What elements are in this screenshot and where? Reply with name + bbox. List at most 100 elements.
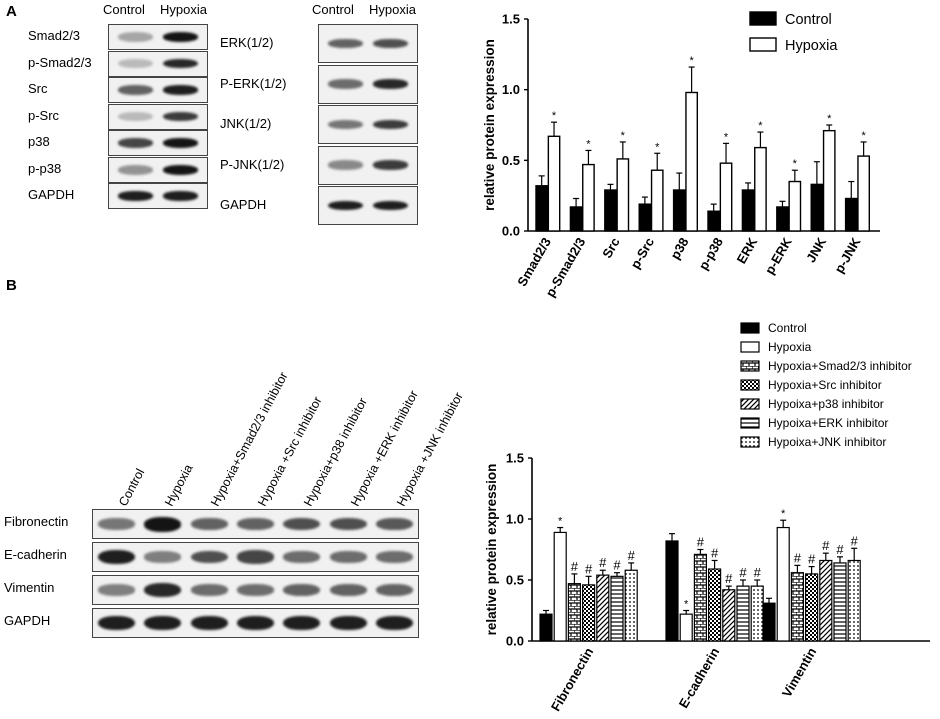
bar-vimentin-3 xyxy=(805,573,819,642)
blot-band xyxy=(327,160,364,170)
bar-hypoxia-erk xyxy=(754,146,767,232)
blot-band xyxy=(117,85,154,95)
blot-row-label: Smad2/3 xyxy=(28,28,81,44)
significance-mark: # xyxy=(628,548,636,563)
blot-lane-header: Hypoxia+Smad2/3 inhibitor xyxy=(208,369,292,509)
significance-mark: # xyxy=(571,559,579,574)
legend-label: Hypoxia+Src inhibitor xyxy=(768,377,882,392)
legend-label: Hypoixa+p38 inhibitor xyxy=(768,396,884,411)
significance-mark: # xyxy=(725,571,733,586)
significance-mark: # xyxy=(599,555,607,570)
bar-control-p38 xyxy=(672,189,686,232)
panel-letter-a: A xyxy=(6,3,17,20)
legend-label: Hypoixa+ERK inhibitor xyxy=(768,415,889,430)
bar-fibronectin-1 xyxy=(553,531,567,642)
bar-e-cadherin-1 xyxy=(679,613,693,642)
blot-column-header: Hypoxia xyxy=(369,2,416,17)
legend-item: Control xyxy=(740,318,912,337)
bar-vimentin-1 xyxy=(776,526,790,642)
significance-mark: # xyxy=(613,558,621,573)
bar-control-p-jnk xyxy=(844,197,858,232)
blot-row-label: p-Src xyxy=(28,107,60,123)
blot-band xyxy=(190,550,228,564)
x-tick-label: JNK xyxy=(803,234,829,265)
bar-fibronectin-2 xyxy=(567,583,582,642)
significance-mark: # xyxy=(794,550,802,565)
blot-band xyxy=(162,32,199,42)
y-tick-label: 0.5 xyxy=(506,573,524,588)
legend-item: Hypoixa+JNK inhibitor xyxy=(740,432,912,451)
x-tick-label: ERK xyxy=(734,234,761,266)
blot-band xyxy=(236,550,275,564)
legend-item: Hypoxia+Smad2/3 inhibitor xyxy=(740,356,912,375)
y-tick-label: 1.0 xyxy=(506,512,524,527)
blot-band xyxy=(162,164,199,175)
blot-strip xyxy=(92,608,419,638)
blot-strip xyxy=(108,103,208,130)
blot-lane-header: Control xyxy=(115,466,147,509)
blot-band xyxy=(190,615,228,631)
bar-chart-a: 0.0 0.5 1.0 1.5 relative protein expression *… xyxy=(482,11,880,299)
blot-band xyxy=(162,138,199,148)
legend-swatch xyxy=(740,359,760,372)
blot-band xyxy=(97,615,135,631)
blot-column-header: Control xyxy=(312,2,354,17)
significance-mark: * xyxy=(621,130,626,142)
x-tick-label: E-cadherin xyxy=(676,645,723,711)
y-tick-label: 1.5 xyxy=(502,12,520,27)
blot-strip xyxy=(92,509,419,539)
blot-band xyxy=(327,200,364,211)
blot-strip xyxy=(318,145,418,185)
significance-mark: # xyxy=(822,538,830,553)
x-tick-label: p38 xyxy=(667,235,691,262)
bar-hypoxia-p-erk xyxy=(788,180,802,232)
blot-strip xyxy=(108,183,208,209)
legend-b: Control Hypoxia Hypoxia+Smad2/3 inhibitor H… xyxy=(740,318,912,451)
legend-label: Hypoxia xyxy=(768,339,812,354)
blot-band xyxy=(162,191,199,201)
x-tick-label: p-JNK xyxy=(831,234,863,275)
legend-item: Hypoxia+Src inhibitor xyxy=(740,375,912,394)
significance-mark: * xyxy=(758,120,763,132)
legend-swatch xyxy=(740,416,760,429)
bar-vimentin-4 xyxy=(819,559,833,642)
blot-band xyxy=(144,516,182,532)
blot-strip xyxy=(108,156,208,183)
legend-item: Hypoixa+ERK inhibitor xyxy=(740,413,912,432)
x-tick-label: p-ERK xyxy=(762,234,795,276)
blot-strip xyxy=(108,50,208,77)
legend-swatch-hypoxia xyxy=(749,37,777,52)
bar-hypoxia-p-jnk xyxy=(857,155,871,232)
blot-row-label: p38 xyxy=(28,134,50,150)
significance-mark: # xyxy=(739,565,747,580)
bar-hypoxia-src xyxy=(616,158,630,232)
legend-swatch xyxy=(740,397,760,410)
significance-mark: # xyxy=(808,552,816,567)
significance-mark: * xyxy=(689,55,694,67)
bar-control-p-src xyxy=(638,203,652,232)
blot-band xyxy=(144,615,182,631)
legend-label: Control xyxy=(785,12,832,28)
panel-letter-b: B xyxy=(6,277,17,294)
blot-row-label: Src xyxy=(28,81,48,97)
x-tick-label: Src xyxy=(599,235,622,261)
y-axis-label: relative protein expression xyxy=(482,39,497,211)
significance-mark: * xyxy=(827,113,832,125)
blot-band xyxy=(372,38,409,49)
significance-mark: * xyxy=(861,130,866,142)
legend-label: Hypoixa+JNK inhibitor xyxy=(768,434,887,449)
blot-band xyxy=(190,584,228,596)
blot-band xyxy=(327,119,364,130)
blot-band xyxy=(144,551,182,563)
bar-hypoxia-p38 xyxy=(685,91,699,232)
bar-control-p-erk xyxy=(776,206,789,232)
blot-band xyxy=(190,517,228,531)
blot-lane-header: Hypoxia xyxy=(161,462,196,509)
blot-row-label: Vimentin xyxy=(4,580,55,595)
bar-e-cadherin-0 xyxy=(665,540,679,642)
bar-fibronectin-4 xyxy=(596,574,610,642)
bar-control-p-p38 xyxy=(707,210,721,232)
blot-band xyxy=(329,551,367,563)
blot-band xyxy=(236,584,275,596)
significance-mark: * xyxy=(684,599,689,611)
